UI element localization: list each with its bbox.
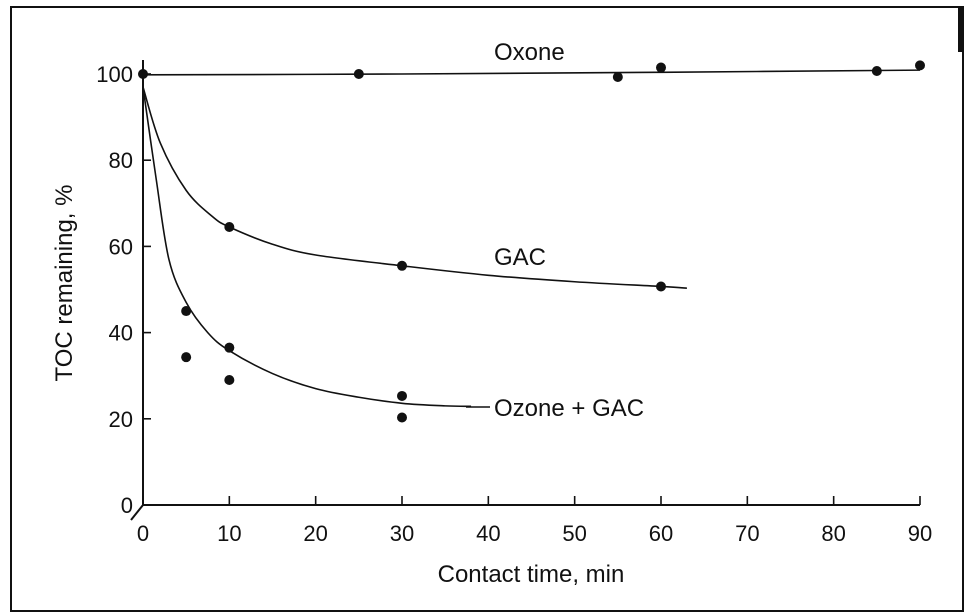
frame-edge-mark (958, 6, 963, 52)
y-tick-label: 100 (96, 62, 133, 87)
point-gac (397, 260, 407, 271)
x-tick-label: 60 (649, 521, 673, 546)
x-tick-label: 40 (476, 521, 500, 546)
point-ozone-gac (397, 412, 407, 423)
x-tick-label: 80 (821, 521, 845, 546)
y-tick-label: 0 (121, 493, 133, 518)
axes (130, 60, 920, 521)
x-tick-label: 70 (735, 521, 759, 546)
point-oxone (915, 60, 925, 71)
point-gac (656, 281, 666, 292)
x-tick-label: 20 (303, 521, 327, 546)
data-points (138, 60, 925, 423)
y-axis-title: TOC remaining, % (51, 185, 78, 382)
x-axis-title: Contact time, min (438, 561, 625, 588)
y-tick-label: 60 (109, 234, 133, 259)
y-tick-label: 40 (109, 321, 133, 346)
point-oxone (612, 72, 623, 83)
curve-oxone (142, 69, 921, 76)
point-ozone-gac (181, 306, 192, 317)
x-tick-label: 50 (562, 521, 586, 546)
point-ozone-gac (224, 342, 235, 353)
series-labels: Oxone GAC Ozone + GAC (494, 39, 644, 422)
series-label-gac: GAC (494, 244, 546, 271)
chart-frame (10, 6, 964, 612)
x-tick-label: 90 (908, 521, 932, 546)
point-gac (224, 222, 235, 233)
series-label-ozone-gac: Ozone + GAC (494, 395, 644, 422)
point-ozone-gac (181, 352, 192, 363)
curve-ozone-gac (142, 86, 472, 408)
point-oxone (353, 69, 364, 79)
point-ozone-gac (224, 375, 235, 386)
curve-gac (142, 86, 687, 290)
fit-curves (142, 69, 921, 408)
x-tick-label: 10 (217, 521, 241, 546)
series-label-oxone: Oxone (494, 39, 565, 66)
point-oxone (138, 69, 148, 79)
y-tick-label: 20 (109, 407, 133, 432)
y-tick-label: 80 (109, 148, 133, 173)
x-tick-label: 30 (390, 521, 414, 546)
point-ozone-gac (397, 390, 407, 401)
tick-group: 0 10 20 30 40 50 60 70 80 90 0 20 40 60 80 100 (96, 62, 932, 546)
axis-break-mark (130, 504, 144, 521)
x-tick-label: 0 (137, 521, 149, 546)
point-oxone (656, 62, 666, 73)
point-oxone (871, 65, 882, 76)
